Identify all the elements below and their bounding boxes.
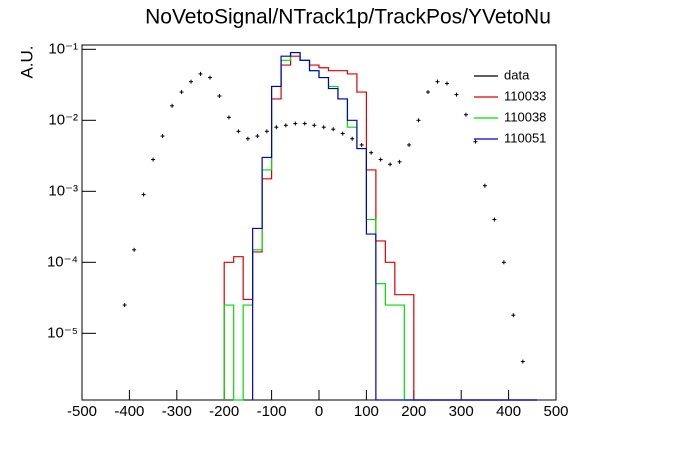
data-point: [274, 125, 279, 130]
data-point: [245, 136, 250, 141]
data-point: [444, 81, 449, 86]
data-point: [302, 121, 307, 126]
data-point: [407, 142, 412, 147]
data-point: [331, 127, 336, 132]
chart-title: NoVetoSignal/NTrack1p/TrackPos/YVetoNu: [145, 6, 551, 29]
data-point: [160, 134, 165, 139]
y-tick-label: 10⁻⁴: [47, 253, 78, 270]
data-point: [520, 359, 525, 364]
data-point: [397, 159, 402, 164]
data-point: [340, 131, 345, 136]
data-point: [236, 129, 241, 134]
data-point: [359, 142, 364, 147]
x-tick-label: -500: [67, 403, 97, 420]
data-point: [170, 103, 175, 108]
x-tick-label: -300: [162, 403, 192, 420]
data-point: [151, 157, 156, 162]
data-point: [264, 129, 269, 134]
data-point: [350, 136, 355, 141]
data-point: [189, 79, 194, 84]
data-point: [132, 247, 137, 252]
data-point: [255, 134, 260, 139]
y-axis-label: A.U.: [17, 45, 36, 78]
data-point: [416, 118, 421, 123]
data-point: [122, 303, 127, 308]
data-point: [492, 217, 497, 222]
data-point: [369, 150, 374, 155]
x-tick-label: 500: [543, 403, 568, 420]
y-tick-label: 10⁻²: [48, 111, 78, 128]
x-tick-label: 400: [496, 403, 521, 420]
x-tick-label: 200: [401, 403, 426, 420]
data-point: [501, 260, 506, 265]
data-point: [312, 123, 317, 128]
data-point: [179, 90, 184, 95]
data-point: [511, 313, 516, 318]
data-point: [226, 115, 231, 120]
data-point: [283, 123, 288, 128]
y-tick-label: 10⁻¹: [48, 40, 78, 57]
data-point: [217, 93, 222, 98]
data-point: [321, 125, 326, 130]
data-point: [378, 157, 383, 162]
data-point: [426, 90, 431, 95]
data-point: [388, 162, 393, 167]
data-point: [141, 192, 146, 197]
x-tick-label: -100: [257, 403, 287, 420]
data-point: [482, 183, 487, 188]
data-point: [473, 139, 478, 144]
data-point: [454, 92, 459, 97]
legend-label: data: [504, 67, 530, 82]
data-point: [198, 71, 203, 76]
x-tick-label: -400: [114, 403, 144, 420]
histogram-step: [252, 51, 538, 401]
data-point: [435, 79, 440, 84]
x-tick-label: -200: [209, 403, 239, 420]
x-tick-label: 100: [354, 403, 379, 420]
y-tick-label: 10⁻⁵: [47, 324, 78, 341]
data-point: [207, 75, 212, 80]
x-tick-label: 300: [449, 403, 474, 420]
data-point: [293, 121, 298, 126]
legend-label: 110038: [504, 109, 546, 124]
legend-label: 110051: [504, 130, 546, 145]
data-point: [463, 112, 468, 117]
x-tick-label: 0: [315, 403, 323, 420]
legend-label: 110033: [504, 88, 546, 103]
y-tick-label: 10⁻³: [48, 182, 78, 199]
